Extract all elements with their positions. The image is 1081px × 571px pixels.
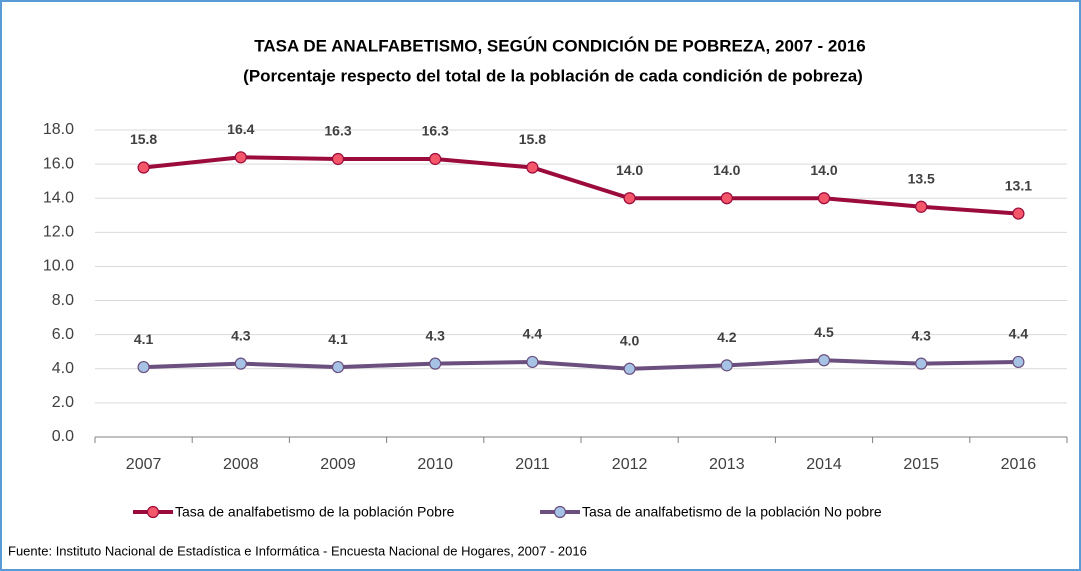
point xyxy=(331,152,345,166)
point xyxy=(720,192,733,205)
y-tick-label: 14.0 xyxy=(43,189,74,206)
y-tick-label: 10.0 xyxy=(43,258,74,275)
x-tick-label: 2012 xyxy=(612,456,648,473)
data-label: 16.3 xyxy=(324,123,351,139)
data-label: 14.0 xyxy=(616,162,643,178)
x-tick-label: 2011 xyxy=(515,456,550,473)
legend-label: Tasa de analfabetismo de la población No… xyxy=(582,504,882,520)
data-label: 4.3 xyxy=(231,327,251,343)
chart-title: TASA DE ANALFABETISMO, SEGÚN CONDICIÓN D… xyxy=(254,36,865,55)
x-tick-label: 2015 xyxy=(903,456,939,473)
legend-label: Tasa de analfabetismo de la población Po… xyxy=(175,504,455,520)
point xyxy=(429,152,442,166)
y-tick-label: 4.0 xyxy=(52,360,74,377)
point xyxy=(915,200,928,213)
x-tick-label: 2013 xyxy=(709,456,745,473)
data-label: 15.8 xyxy=(519,131,546,147)
y-tick-label: 12.0 xyxy=(43,224,74,241)
data-label: 4.3 xyxy=(425,327,445,343)
point xyxy=(429,357,442,370)
x-tick-label: 2009 xyxy=(320,456,356,473)
y-tick-label: 16.0 xyxy=(43,155,74,172)
point xyxy=(234,357,247,370)
data-label: 4.1 xyxy=(134,331,154,347)
series-line xyxy=(143,358,1019,371)
data-label: 4.2 xyxy=(717,329,737,345)
y-tick-label: 2.0 xyxy=(52,394,74,411)
point xyxy=(623,192,636,205)
chart-subtitle: (Porcentaje respecto del total de la pob… xyxy=(243,66,863,85)
data-label: 15.8 xyxy=(130,131,157,147)
point xyxy=(137,360,150,374)
data-label: 13.5 xyxy=(908,170,935,186)
x-tick-label: 2016 xyxy=(1001,456,1037,473)
point xyxy=(331,360,345,374)
x-tick-label: 2014 xyxy=(806,456,842,473)
point xyxy=(1012,355,1025,369)
data-label: 14.0 xyxy=(810,162,837,178)
x-tick-label: 2010 xyxy=(417,456,453,473)
point xyxy=(623,362,636,375)
point xyxy=(526,161,539,174)
y-tick-label: 8.0 xyxy=(52,292,74,309)
data-label: 16.4 xyxy=(227,121,254,137)
point xyxy=(137,161,150,174)
data-label: 4.0 xyxy=(620,332,640,348)
point xyxy=(526,355,539,369)
point xyxy=(1012,207,1025,220)
data-label: 4.4 xyxy=(523,326,543,342)
point xyxy=(817,192,831,205)
point xyxy=(817,354,831,367)
series-line xyxy=(143,155,1019,216)
source: Fuente: Instituto Nacional de Estadístic… xyxy=(8,543,587,558)
data-label: 13.1 xyxy=(1005,177,1032,193)
data-label: 4.3 xyxy=(911,327,931,343)
y-tick-label: 18.0 xyxy=(43,121,74,138)
y-tick-label: 0.0 xyxy=(52,428,74,445)
legend-marker xyxy=(553,505,567,519)
y-tick-label: 6.0 xyxy=(52,326,74,343)
data-label: 16.3 xyxy=(422,123,449,139)
x-tick-label: 2007 xyxy=(126,456,162,473)
data-label: 14.0 xyxy=(713,162,740,178)
point xyxy=(720,359,733,372)
legend-marker xyxy=(146,505,160,519)
x-tick-label: 2008 xyxy=(223,456,259,473)
data-label: 4.5 xyxy=(814,324,834,340)
point xyxy=(915,357,928,370)
data-label: 4.4 xyxy=(1009,326,1029,342)
point xyxy=(234,151,247,164)
data-label: 4.1 xyxy=(328,331,348,347)
